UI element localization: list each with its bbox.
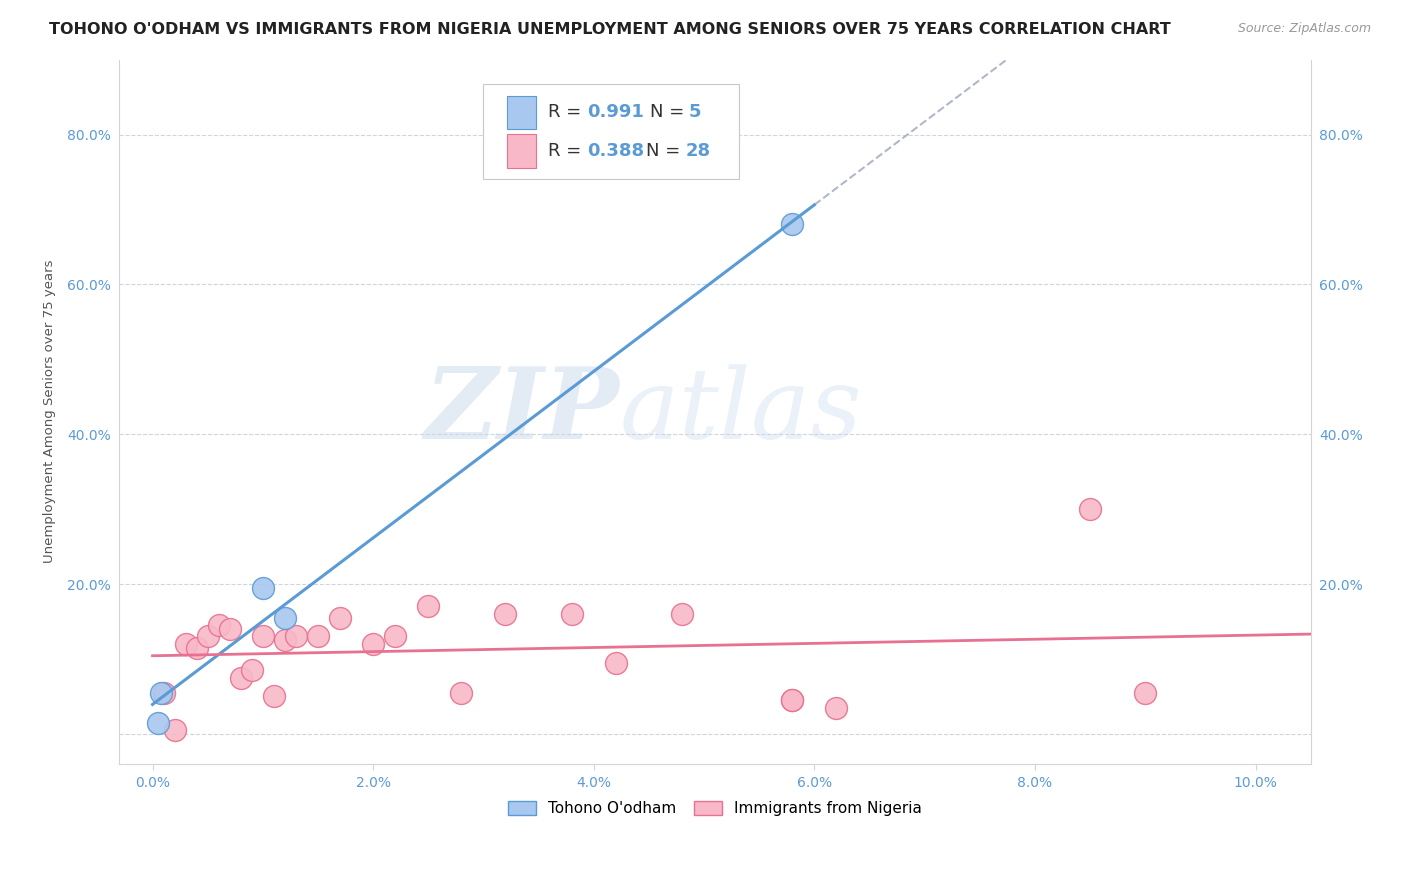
FancyBboxPatch shape (506, 135, 536, 168)
Point (825, 700, 848, 714)
Point (450, 686, 472, 700)
Point (274, 633, 297, 648)
Point (274, 611, 297, 625)
Point (174, 637, 197, 651)
Point (263, 690, 285, 704)
Text: Source: ZipAtlas.com: Source: ZipAtlas.com (1237, 22, 1371, 36)
Point (229, 671, 252, 685)
Point (307, 630, 329, 644)
Text: R =: R = (548, 142, 588, 161)
Text: 0.991: 0.991 (588, 103, 644, 121)
Point (361, 637, 384, 651)
Point (561, 607, 583, 621)
Point (150, 686, 173, 700)
Point (163, 723, 186, 738)
Point (1078, 502, 1101, 516)
Point (186, 640, 208, 655)
FancyBboxPatch shape (482, 84, 740, 179)
Text: TOHONO O'ODHAM VS IMMIGRANTS FROM NIGERIA UNEMPLOYMENT AMONG SENIORS OVER 75 YEA: TOHONO O'ODHAM VS IMMIGRANTS FROM NIGERI… (49, 22, 1171, 37)
Text: N =: N = (650, 103, 689, 121)
Point (252, 630, 274, 644)
Point (152, 686, 174, 700)
Point (780, 218, 803, 232)
Point (218, 622, 240, 636)
Text: R =: R = (548, 103, 588, 121)
Y-axis label: Unemployment Among Seniors over 75 years: Unemployment Among Seniors over 75 years (44, 260, 56, 564)
FancyBboxPatch shape (506, 95, 536, 129)
Point (671, 607, 693, 621)
Text: 28: 28 (685, 142, 710, 161)
Text: atlas: atlas (620, 364, 862, 459)
Point (1135, 686, 1157, 700)
Text: ZIP: ZIP (425, 363, 620, 460)
Point (780, 693, 803, 707)
Point (384, 630, 406, 644)
Point (146, 715, 169, 730)
Point (208, 618, 231, 632)
Text: 0.388: 0.388 (588, 142, 645, 161)
Point (197, 630, 219, 644)
Point (252, 581, 274, 595)
Point (495, 607, 517, 621)
Point (605, 656, 627, 670)
Point (418, 599, 440, 614)
Text: 5: 5 (689, 103, 702, 121)
Point (780, 693, 803, 707)
Text: N =: N = (645, 142, 686, 161)
Point (240, 663, 263, 677)
Point (329, 611, 352, 625)
Point (284, 630, 307, 644)
Legend: Tohono O'odham, Immigrants from Nigeria: Tohono O'odham, Immigrants from Nigeria (508, 800, 922, 816)
